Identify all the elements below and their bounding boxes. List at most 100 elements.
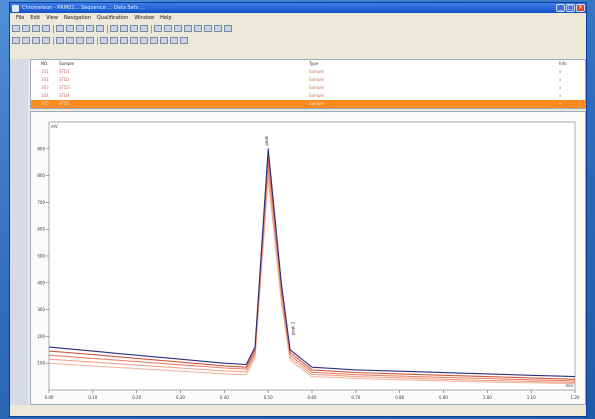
spectra-icon[interactable] [204, 25, 212, 32]
series-line[interactable] [48, 177, 576, 385]
list-cell: STD1 [59, 69, 70, 74]
list-cell: STD2 [59, 77, 70, 82]
help-icon[interactable] [224, 25, 232, 32]
list-header: NO. Sample Type Info [31, 60, 585, 68]
x-tick-label: 0.30 [176, 395, 185, 400]
menu-help[interactable]: Help [160, 14, 172, 21]
x-tick-label: 0.20 [132, 395, 141, 400]
list-cell: STD5 [59, 101, 70, 106]
series-line[interactable] [48, 148, 576, 378]
x-tick-label: 0.50 [264, 395, 273, 400]
list-row[interactable]: 104 STD4 Sample x [31, 92, 585, 100]
properties-icon[interactable] [140, 25, 148, 32]
menu-edit[interactable]: Edit [30, 14, 41, 21]
plot-area [48, 121, 576, 391]
list-cell: Sample [309, 101, 324, 106]
list-row[interactable]: 101 STD1 Sample x [31, 68, 585, 76]
minimize-button[interactable]: _ [556, 4, 565, 12]
baseline-icon[interactable] [100, 37, 108, 44]
settings-icon[interactable] [180, 37, 188, 44]
toolbar-separator [53, 24, 54, 33]
list-header-col-d: Info [559, 61, 567, 66]
list-row[interactable]: 103 STD3 Sample x [31, 84, 585, 92]
split-icon[interactable] [120, 37, 128, 44]
new-icon[interactable] [12, 25, 20, 32]
list-cell: 105 [41, 101, 49, 106]
grid-icon[interactable] [150, 37, 158, 44]
undo-icon[interactable] [86, 25, 94, 32]
next-icon[interactable] [76, 37, 84, 44]
pointer-icon[interactable] [12, 37, 20, 44]
cut-icon[interactable] [56, 25, 64, 32]
hand-icon[interactable] [32, 37, 40, 44]
chromatogram-chart[interactable]: 100 200 300 400 500 600 700 800 900 0.00 0.10 0.20 0… [31, 112, 585, 404]
peak-icon[interactable] [110, 37, 118, 44]
x-tick-label: 0.60 [308, 395, 317, 400]
delete-peak-icon[interactable] [130, 37, 138, 44]
y-tick-label: 900 [37, 146, 45, 151]
y-tick-label: 100 [37, 361, 45, 366]
sequence-icon[interactable] [154, 25, 162, 32]
peak-label: peak [264, 135, 269, 145]
report-icon[interactable] [174, 25, 182, 32]
menu-window[interactable]: Window [134, 14, 155, 21]
previous-icon[interactable] [66, 37, 74, 44]
y-tick-label: 200 [37, 334, 45, 339]
legend-icon[interactable] [160, 37, 168, 44]
list-cell: Sample [309, 93, 324, 98]
export-icon[interactable] [214, 25, 222, 32]
redo-icon[interactable] [96, 25, 104, 32]
menu-navigation[interactable]: Navigation [63, 14, 91, 21]
print-icon[interactable] [42, 25, 50, 32]
x-tick-label: 1.20 [571, 395, 580, 400]
toolbar-separator [53, 36, 54, 45]
overlay-icon[interactable] [130, 25, 138, 32]
menu-view[interactable]: View [46, 14, 58, 21]
y-tick-label: 400 [37, 280, 45, 285]
paste-icon[interactable] [76, 25, 84, 32]
list-cell: 104 [41, 93, 49, 98]
open-icon[interactable] [22, 25, 30, 32]
menu-file[interactable]: File [16, 14, 25, 21]
calibration-icon[interactable] [184, 25, 192, 32]
list-cell: Sample [309, 77, 324, 82]
x-tick-label: 0.80 [395, 395, 404, 400]
scale-icon[interactable] [170, 37, 178, 44]
toolbar-separator [107, 24, 108, 33]
chromatogram-panel[interactable]: 100 200 300 400 500 600 700 800 900 0.00 0.10 0.20 0… [30, 111, 586, 405]
toolbar-separator [97, 36, 98, 45]
maximize-button[interactable]: □ [566, 4, 575, 12]
list-header-col-b: Sample [59, 61, 74, 66]
last-icon[interactable] [86, 37, 94, 44]
title-bar[interactable]: Chromeleon - PRM02… Sequence … Data Sets… [10, 3, 586, 13]
menu-qualification[interactable]: Qualification [96, 14, 129, 21]
list-cell: STD3 [59, 85, 70, 90]
save-icon[interactable] [32, 25, 40, 32]
list-cell: x [559, 69, 562, 74]
list-cell: Sample [309, 69, 324, 74]
ruler-icon[interactable] [42, 37, 50, 44]
integration-icon[interactable] [194, 25, 202, 32]
close-button[interactable]: × [576, 4, 585, 12]
first-icon[interactable] [56, 37, 64, 44]
list-cell: 102 [41, 77, 49, 82]
method-icon[interactable] [164, 25, 172, 32]
x-tick-label: 0.70 [351, 395, 360, 400]
copy-icon[interactable] [66, 25, 74, 32]
window-title: Chromeleon - PRM02… Sequence … Data Sets… [22, 5, 145, 11]
sample-list: NO. Sample Type Info 101 STD1 Sample x 1… [30, 59, 586, 109]
y-tick-label: 700 [37, 200, 45, 205]
zoom-icon[interactable] [110, 25, 118, 32]
label-icon[interactable] [140, 37, 148, 44]
list-cell: STD4 [59, 93, 70, 98]
arrow-icon[interactable] [22, 37, 30, 44]
x-tick-label: 1.00 [483, 395, 492, 400]
list-row-selected[interactable]: 105 STD5 Sample x [31, 100, 585, 108]
x-tick-label: 0.90 [439, 395, 448, 400]
list-row[interactable]: 102 STD2 Sample x [31, 76, 585, 84]
list-cell: x [559, 85, 562, 90]
unzoom-icon[interactable] [120, 25, 128, 32]
y-tick-label: 500 [37, 254, 45, 259]
toolbar-separator [151, 24, 152, 33]
x-axis-label: min [565, 383, 573, 388]
